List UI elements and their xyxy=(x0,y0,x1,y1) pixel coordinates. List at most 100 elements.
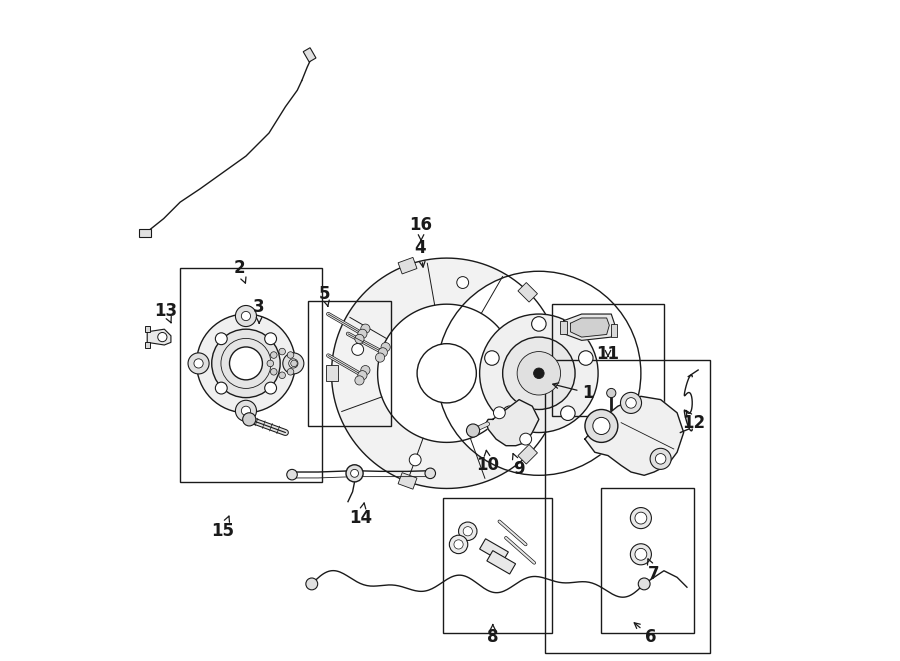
Circle shape xyxy=(236,401,256,421)
Circle shape xyxy=(459,522,477,541)
Text: 15: 15 xyxy=(212,516,234,540)
Circle shape xyxy=(378,348,388,357)
Circle shape xyxy=(287,469,297,480)
Polygon shape xyxy=(486,400,539,446)
Circle shape xyxy=(635,549,647,561)
Circle shape xyxy=(620,393,642,413)
Circle shape xyxy=(464,527,472,536)
Circle shape xyxy=(271,352,277,358)
Circle shape xyxy=(265,382,276,394)
Circle shape xyxy=(650,448,671,469)
Circle shape xyxy=(635,512,647,524)
Text: 6: 6 xyxy=(634,623,656,646)
Circle shape xyxy=(271,368,277,375)
Bar xyxy=(309,301,391,426)
Polygon shape xyxy=(571,318,609,337)
Circle shape xyxy=(283,353,304,374)
Circle shape xyxy=(436,271,641,475)
Circle shape xyxy=(454,540,464,549)
Circle shape xyxy=(503,337,575,409)
Circle shape xyxy=(215,382,227,394)
Bar xyxy=(444,498,552,633)
Text: 3: 3 xyxy=(253,299,265,323)
Circle shape xyxy=(655,453,666,464)
Polygon shape xyxy=(148,329,171,345)
Circle shape xyxy=(346,465,363,482)
Bar xyxy=(180,268,321,482)
Bar xyxy=(610,324,617,337)
Circle shape xyxy=(355,334,365,344)
Polygon shape xyxy=(398,473,417,489)
Circle shape xyxy=(520,433,532,445)
Circle shape xyxy=(243,412,256,426)
Text: 4: 4 xyxy=(415,239,427,267)
Circle shape xyxy=(241,407,250,415)
Text: 13: 13 xyxy=(154,302,177,323)
Bar xyxy=(601,488,694,633)
Circle shape xyxy=(626,398,636,408)
Text: 16: 16 xyxy=(410,216,433,241)
Circle shape xyxy=(212,329,280,398)
Bar xyxy=(145,342,150,348)
Circle shape xyxy=(215,333,227,344)
Circle shape xyxy=(158,332,167,342)
Circle shape xyxy=(522,357,555,390)
Text: 2: 2 xyxy=(234,259,246,283)
Text: 7: 7 xyxy=(647,559,660,583)
Circle shape xyxy=(188,353,209,374)
Circle shape xyxy=(417,344,476,403)
Text: 10: 10 xyxy=(477,450,500,475)
Polygon shape xyxy=(564,314,615,340)
Circle shape xyxy=(361,366,370,375)
Circle shape xyxy=(457,276,469,288)
Circle shape xyxy=(425,468,436,479)
Circle shape xyxy=(630,544,652,565)
Circle shape xyxy=(351,469,358,477)
Circle shape xyxy=(466,424,480,437)
Bar xyxy=(552,304,664,416)
Bar xyxy=(487,551,516,574)
Bar xyxy=(480,539,508,563)
Circle shape xyxy=(410,454,421,466)
Circle shape xyxy=(493,407,505,418)
Circle shape xyxy=(287,368,293,375)
Polygon shape xyxy=(398,257,417,274)
Circle shape xyxy=(289,359,298,368)
Circle shape xyxy=(593,417,610,434)
Circle shape xyxy=(607,389,616,398)
Polygon shape xyxy=(518,282,537,302)
Circle shape xyxy=(196,314,295,412)
Circle shape xyxy=(287,352,293,358)
Circle shape xyxy=(449,535,468,554)
Circle shape xyxy=(361,324,370,333)
Circle shape xyxy=(241,311,250,321)
Bar xyxy=(545,360,710,653)
Bar xyxy=(560,321,566,334)
Circle shape xyxy=(265,333,276,344)
Text: 1: 1 xyxy=(553,383,594,402)
Text: 12: 12 xyxy=(682,410,705,432)
Circle shape xyxy=(579,351,593,366)
Circle shape xyxy=(279,372,285,379)
Circle shape xyxy=(291,360,297,367)
Bar xyxy=(145,326,150,332)
Circle shape xyxy=(485,351,500,366)
Circle shape xyxy=(630,508,652,529)
Bar xyxy=(303,48,316,62)
Circle shape xyxy=(480,314,598,432)
Circle shape xyxy=(267,360,274,367)
Circle shape xyxy=(194,359,203,368)
Circle shape xyxy=(561,406,575,420)
Circle shape xyxy=(358,371,367,380)
Polygon shape xyxy=(585,397,684,475)
Circle shape xyxy=(532,317,546,331)
Circle shape xyxy=(230,347,263,380)
Text: 14: 14 xyxy=(349,503,373,527)
Bar xyxy=(140,229,151,237)
Circle shape xyxy=(236,305,256,327)
Text: 8: 8 xyxy=(487,625,499,646)
Circle shape xyxy=(352,344,364,356)
Circle shape xyxy=(502,406,518,420)
Circle shape xyxy=(518,352,561,395)
Circle shape xyxy=(375,353,384,362)
